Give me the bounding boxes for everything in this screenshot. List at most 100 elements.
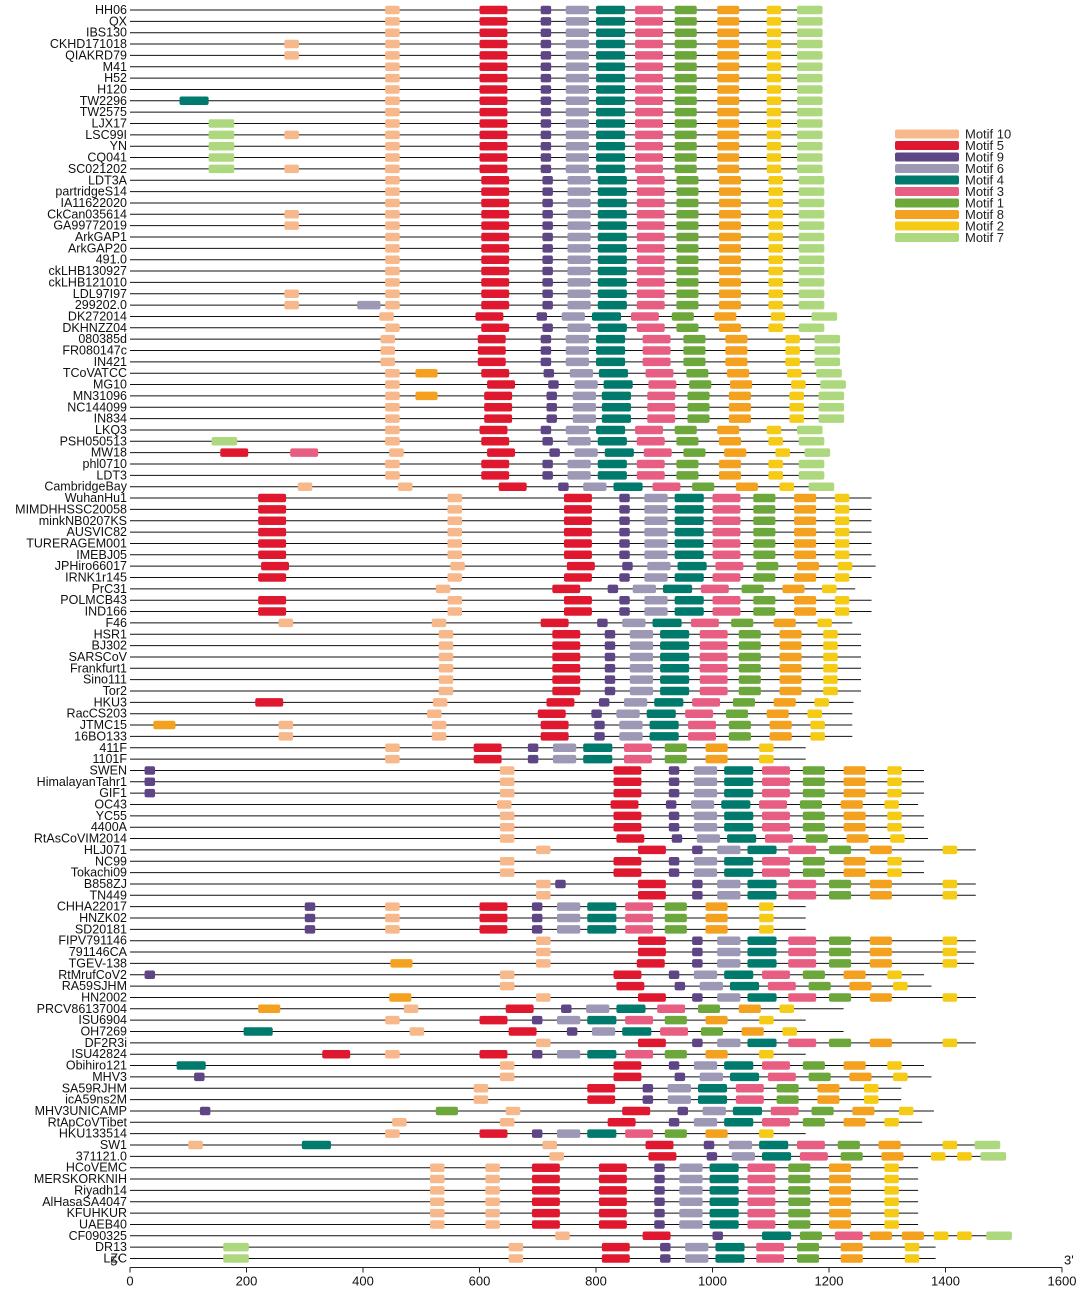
motif-5-box bbox=[479, 925, 508, 934]
motif-5-box bbox=[481, 368, 510, 378]
sequence-row: 791146CA bbox=[69, 945, 976, 959]
motif-5-box bbox=[637, 936, 666, 945]
motif-10-box bbox=[385, 414, 400, 423]
sequence-label: CambridgeBay bbox=[44, 480, 127, 494]
motif-8-box bbox=[705, 1015, 728, 1025]
motif-10-box bbox=[447, 573, 463, 582]
motif-3-box bbox=[625, 913, 654, 923]
motif-5-box bbox=[475, 312, 504, 321]
motif-1-box bbox=[676, 266, 699, 276]
motif-1-box bbox=[788, 1220, 811, 1229]
motif-1-box bbox=[753, 516, 776, 525]
motif-5-box bbox=[484, 391, 513, 401]
sequence-label: ArkGAP1 bbox=[75, 230, 127, 244]
motif-6-box bbox=[693, 1118, 718, 1127]
motif-2-box bbox=[823, 664, 838, 673]
motif-6-box bbox=[556, 1015, 581, 1025]
motif-1-box bbox=[728, 732, 751, 741]
motif-1-box bbox=[664, 902, 687, 911]
motif-6-box bbox=[644, 493, 668, 503]
motif-8-box bbox=[869, 993, 892, 1002]
motif-9-box bbox=[654, 1186, 665, 1195]
sequence-row: SC021202 bbox=[68, 162, 823, 176]
sequence-row: HH06 bbox=[95, 3, 823, 17]
motif-6-box bbox=[556, 1049, 581, 1059]
motif-9-box bbox=[542, 187, 553, 196]
sequence-label: 299202.0 bbox=[75, 298, 127, 312]
motif-8-box bbox=[779, 675, 802, 684]
motif-4-box bbox=[709, 1163, 739, 1172]
motif-6-box bbox=[679, 1208, 703, 1218]
sequence-row: RtAsCoVIM2014 bbox=[34, 832, 929, 846]
motif-4-box bbox=[674, 527, 704, 537]
motif-9-box bbox=[540, 39, 552, 49]
sequence-label: LDT3 bbox=[96, 468, 127, 482]
motif-9-box bbox=[642, 1095, 654, 1104]
motif-3-box bbox=[636, 255, 665, 264]
motif-9-box bbox=[546, 414, 557, 423]
motif-1-box bbox=[753, 527, 776, 537]
sequence-label: 791146CA bbox=[69, 945, 128, 959]
motif-9-box bbox=[619, 595, 630, 605]
motif-1-box bbox=[788, 1197, 811, 1206]
motif-2-box bbox=[759, 925, 774, 934]
motif-10-box bbox=[278, 732, 294, 741]
motif-6-box bbox=[565, 85, 590, 94]
motif-1-box bbox=[829, 959, 852, 968]
motif-9-box bbox=[654, 1163, 665, 1172]
motif-10-box bbox=[385, 913, 400, 923]
motif-3-box bbox=[699, 652, 728, 662]
motif-8-box bbox=[779, 630, 802, 639]
motif-6-box bbox=[679, 1220, 703, 1229]
motif-5-box bbox=[508, 1027, 537, 1036]
motif-6-box bbox=[567, 176, 591, 185]
motif-2-box bbox=[834, 527, 850, 537]
motif-2-box bbox=[887, 788, 902, 798]
motif-3-box bbox=[770, 1106, 799, 1116]
motif-10-box bbox=[385, 403, 400, 412]
motif-5-box bbox=[531, 1208, 560, 1218]
motif-10-box bbox=[438, 641, 454, 650]
sequence-label: 371121.0 bbox=[76, 1149, 127, 1163]
motif-2-box bbox=[766, 141, 782, 151]
sequence-row: CHHA22017 bbox=[57, 900, 806, 914]
motif-1-box bbox=[683, 448, 706, 457]
sequence-label: HCoVEMC bbox=[66, 1161, 127, 1175]
sequence-row: TCoVATCC bbox=[63, 366, 842, 380]
motif-5-box bbox=[481, 187, 510, 196]
motif-6-box bbox=[629, 686, 654, 696]
motif-10-box bbox=[435, 584, 451, 594]
motif-3-box bbox=[625, 902, 654, 911]
motif-10-box bbox=[499, 766, 515, 775]
motif-9-box bbox=[542, 232, 553, 242]
motif-3-box bbox=[636, 459, 665, 469]
motif-5-box bbox=[637, 1038, 666, 1048]
motif-8-box bbox=[725, 334, 748, 344]
motif-7-box bbox=[798, 437, 825, 446]
sequence-row: minkNB0207KS bbox=[39, 514, 872, 528]
motif-8-box bbox=[843, 811, 866, 821]
motif-1-box bbox=[753, 505, 776, 514]
motif-9-box bbox=[199, 1106, 211, 1116]
motif-2-box bbox=[887, 822, 902, 832]
motif-1-box bbox=[674, 130, 697, 140]
motif-10-box bbox=[385, 130, 400, 140]
motif-2-box bbox=[884, 1220, 899, 1229]
motif-9-box bbox=[546, 391, 557, 401]
sequence-label: M41 bbox=[103, 60, 127, 74]
sequence-label: LZC bbox=[103, 1252, 127, 1266]
motif-4-box bbox=[583, 743, 613, 752]
sequence-row: IA11622020 bbox=[61, 196, 825, 210]
sequence-row: 491.0 bbox=[96, 253, 825, 267]
motif-4-box bbox=[596, 28, 626, 37]
motif-5-box bbox=[479, 107, 508, 117]
motif-4-box bbox=[747, 936, 777, 945]
motif-5-box bbox=[220, 448, 249, 457]
motif-6-box bbox=[728, 1140, 753, 1150]
sequence-row: ISU6904 bbox=[78, 1013, 806, 1027]
motif-10-box bbox=[447, 505, 463, 514]
motif-3-box bbox=[635, 39, 663, 49]
motif-10-box bbox=[385, 119, 400, 128]
sequence-row: IRNK1r145 bbox=[65, 571, 872, 585]
motif-6-box bbox=[567, 232, 591, 242]
